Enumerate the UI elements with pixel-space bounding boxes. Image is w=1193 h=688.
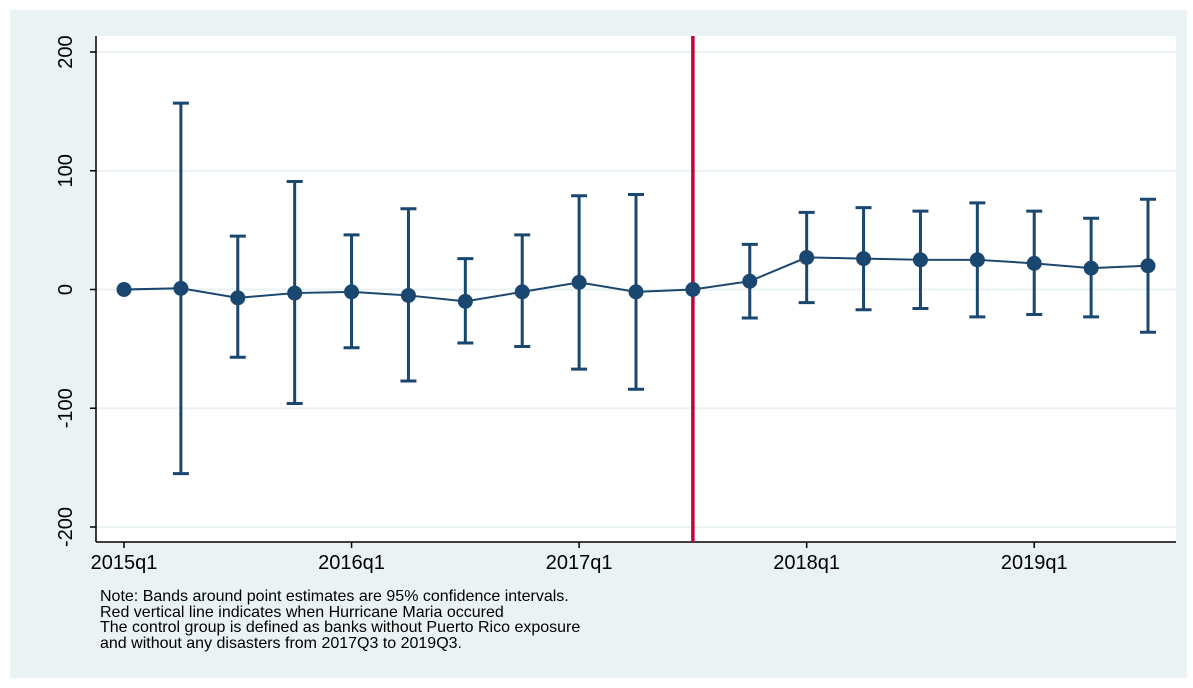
y-tick-label: 200	[55, 35, 77, 68]
estimate-point	[912, 252, 928, 268]
x-tick-label: 2016q1	[318, 552, 385, 574]
x-tick-label: 2015q1	[91, 552, 158, 574]
estimate-point	[457, 293, 473, 309]
estimate-point	[287, 285, 303, 301]
chart-notes: Note: Bands around point estimates are 9…	[100, 589, 580, 651]
estimate-point	[1026, 255, 1042, 271]
estimate-point	[628, 284, 644, 300]
y-tick-label: -200	[55, 507, 77, 547]
estimate-point	[514, 284, 530, 300]
estimate-point	[571, 274, 587, 290]
note-line-2: Red vertical line indicates when Hurrica…	[100, 603, 504, 621]
note-line-1: Note: Bands around point estimates are 9…	[100, 588, 569, 605]
estimate-point	[799, 249, 815, 265]
x-tick-label: 2018q1	[773, 552, 840, 574]
estimate-point	[969, 252, 985, 268]
estimate-point	[856, 251, 872, 267]
estimate-point	[742, 273, 758, 289]
y-tick-label: -100	[55, 388, 77, 428]
x-tick-label: 2017q1	[546, 552, 613, 574]
estimate-point	[230, 290, 246, 306]
x-tick-label: 2019q1	[1001, 552, 1068, 574]
estimate-point	[116, 282, 132, 297]
note-line-4: and without any disasters from 2017Q3 to…	[100, 634, 462, 652]
estimate-point	[344, 284, 360, 300]
estimate-point	[400, 287, 416, 303]
y-tick-label: 100	[55, 154, 77, 187]
estimate-point	[173, 280, 189, 296]
note-line-3: The control group is defined as banks wi…	[100, 619, 581, 636]
estimate-point	[685, 282, 701, 297]
estimate-point	[1140, 258, 1156, 274]
y-tick-label: 0	[55, 284, 77, 295]
estimate-point	[1083, 260, 1099, 276]
